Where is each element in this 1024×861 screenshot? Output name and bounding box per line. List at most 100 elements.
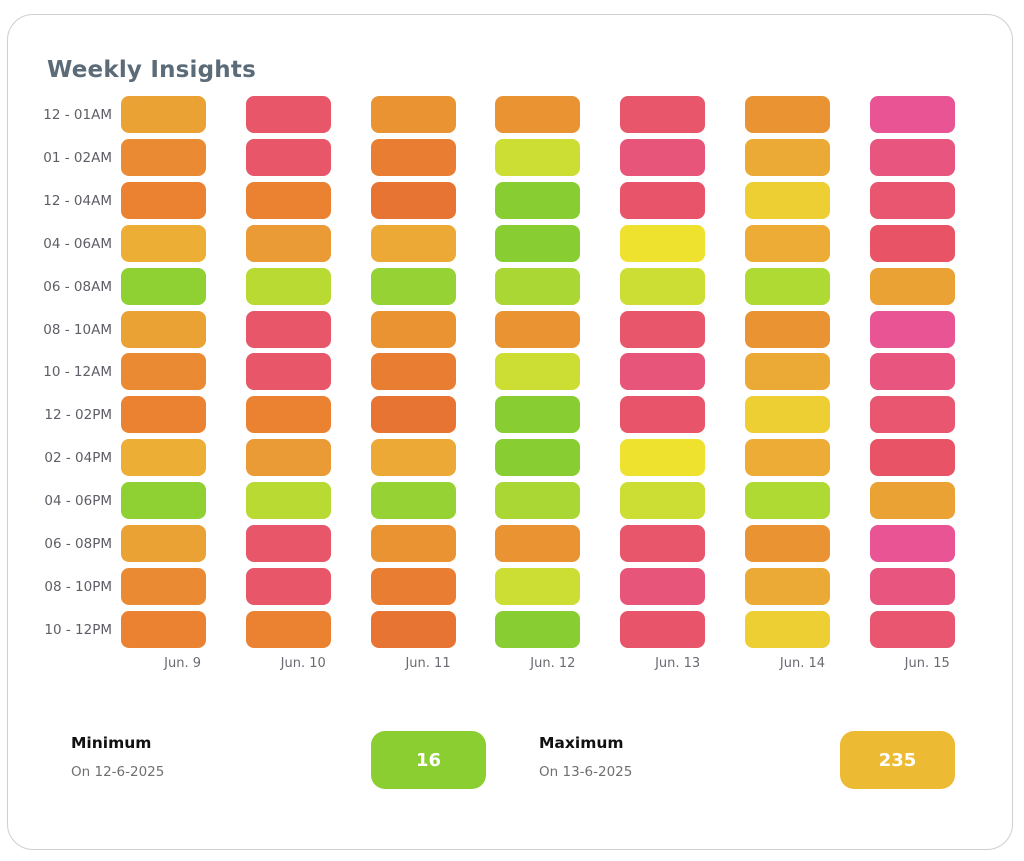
heatmap-cell[interactable] — [370, 525, 456, 562]
heatmap-cell[interactable] — [245, 310, 331, 348]
heatmap-cell[interactable] — [245, 353, 331, 391]
heatmap-cell[interactable] — [245, 224, 331, 262]
column-label: Jun. 10 — [280, 656, 326, 671]
heatmap-cell[interactable] — [620, 267, 706, 305]
heatmap-cell[interactable] — [620, 310, 706, 348]
heatmap-cell[interactable] — [620, 181, 706, 219]
heatmap-cell[interactable] — [745, 439, 830, 477]
heatmap-cell[interactable] — [245, 567, 331, 605]
heatmap-cell[interactable] — [245, 396, 331, 434]
heatmap-cell[interactable] — [121, 138, 206, 176]
heatmap-cell[interactable] — [121, 567, 206, 605]
heatmap-cell[interactable] — [370, 181, 456, 219]
row-label: 12 - 02PM — [44, 407, 112, 424]
heatmap-cell[interactable] — [495, 482, 581, 520]
heatmap-cell[interactable] — [745, 138, 830, 176]
heatmap-cell[interactable] — [121, 224, 206, 262]
heatmap-cell[interactable] — [745, 267, 830, 305]
heatmap-cell[interactable] — [620, 96, 706, 133]
heatmap-cell[interactable] — [745, 353, 830, 391]
heatmap-cell[interactable] — [245, 525, 331, 562]
heatmap-cell[interactable] — [495, 396, 581, 434]
heatmap-cell[interactable] — [869, 310, 955, 348]
heatmap-cell[interactable] — [495, 181, 581, 219]
heatmap-cell[interactable] — [370, 310, 456, 348]
heatmap-cell[interactable] — [495, 610, 581, 648]
heatmap-cell[interactable] — [245, 610, 331, 648]
heatmap-cell[interactable] — [370, 96, 456, 133]
heatmap-cell[interactable] — [121, 181, 206, 219]
heatmap-cell[interactable] — [869, 610, 955, 648]
heatmap-cell[interactable] — [620, 353, 706, 391]
heatmap-cell[interactable] — [245, 138, 331, 176]
heatmap-cell[interactable] — [620, 567, 706, 605]
row-label: 06 - 08PM — [44, 536, 112, 552]
heatmap-cell[interactable] — [745, 224, 830, 262]
heatmap-cell[interactable] — [620, 224, 706, 262]
heatmap-cell[interactable] — [869, 267, 955, 305]
heatmap-cell[interactable] — [370, 267, 456, 305]
heatmap-cell[interactable] — [869, 439, 955, 477]
heatmap-cell[interactable] — [370, 439, 456, 477]
heatmap-cell[interactable] — [495, 138, 581, 176]
heatmap-cell[interactable] — [370, 567, 456, 605]
heatmap-cell[interactable] — [620, 525, 706, 562]
heatmap-cell[interactable] — [745, 396, 830, 434]
heatmap-cell[interactable] — [121, 96, 206, 133]
maximum-value-badge: 235 — [840, 731, 955, 789]
heatmap-cell[interactable] — [245, 96, 331, 133]
heatmap-cell[interactable] — [495, 310, 581, 348]
heatmap-cell[interactable] — [121, 353, 206, 391]
heatmap-cell[interactable] — [745, 482, 830, 520]
heatmap-cell[interactable] — [745, 525, 830, 562]
heatmap-cell[interactable] — [121, 267, 206, 305]
heatmap-cell[interactable] — [869, 396, 955, 434]
heatmap-cell[interactable] — [620, 610, 706, 648]
heatmap-cell[interactable] — [745, 310, 830, 348]
heatmap-cell[interactable] — [495, 224, 581, 262]
heatmap-cell[interactable] — [121, 396, 206, 434]
heatmap-cell[interactable] — [869, 181, 955, 219]
heatmap-cell[interactable] — [495, 353, 581, 391]
heatmap-cell[interactable] — [245, 482, 331, 520]
heatmap-cell[interactable] — [869, 567, 955, 605]
heatmap-cell[interactable] — [370, 138, 456, 176]
heatmap-cell[interactable] — [620, 482, 706, 520]
maximum-label: Maximum — [539, 734, 624, 752]
heatmap-cell[interactable] — [121, 525, 206, 562]
heatmap-cell[interactable] — [495, 96, 581, 133]
row-label: 01 - 02AM — [43, 149, 112, 166]
heatmap-cell[interactable] — [620, 396, 706, 434]
heatmap-cell[interactable] — [370, 353, 456, 391]
heatmap-cell[interactable] — [121, 439, 206, 477]
column-label: Jun. 15 — [904, 656, 950, 671]
heatmap-cell[interactable] — [495, 525, 581, 562]
heatmap-cell[interactable] — [869, 525, 955, 562]
heatmap-cell[interactable] — [869, 96, 955, 133]
heatmap-cell[interactable] — [620, 138, 706, 176]
heatmap-cell[interactable] — [121, 610, 206, 648]
heatmap-cell[interactable] — [245, 181, 331, 219]
heatmap-cell[interactable] — [370, 610, 456, 648]
card-title: Weekly Insights — [47, 57, 256, 83]
heatmap-cell[interactable] — [869, 482, 955, 520]
heatmap-cell[interactable] — [495, 439, 581, 477]
heatmap-cell[interactable] — [370, 224, 456, 262]
heatmap-cell[interactable] — [869, 138, 955, 176]
heatmap-cell[interactable] — [620, 439, 706, 477]
heatmap-cell[interactable] — [745, 181, 830, 219]
heatmap-cell[interactable] — [745, 567, 830, 605]
row-label: 10 - 12PM — [44, 621, 112, 638]
heatmap-cell[interactable] — [245, 267, 331, 305]
heatmap-cell[interactable] — [121, 482, 206, 520]
heatmap-cell[interactable] — [495, 567, 581, 605]
heatmap-cell[interactable] — [495, 267, 581, 305]
heatmap-cell[interactable] — [245, 439, 331, 477]
heatmap-cell[interactable] — [370, 396, 456, 434]
heatmap-cell[interactable] — [370, 482, 456, 520]
heatmap-cell[interactable] — [869, 353, 955, 391]
heatmap-cell[interactable] — [745, 610, 830, 648]
heatmap-cell[interactable] — [121, 310, 206, 348]
heatmap-cell[interactable] — [869, 224, 955, 262]
heatmap-cell[interactable] — [745, 96, 830, 133]
